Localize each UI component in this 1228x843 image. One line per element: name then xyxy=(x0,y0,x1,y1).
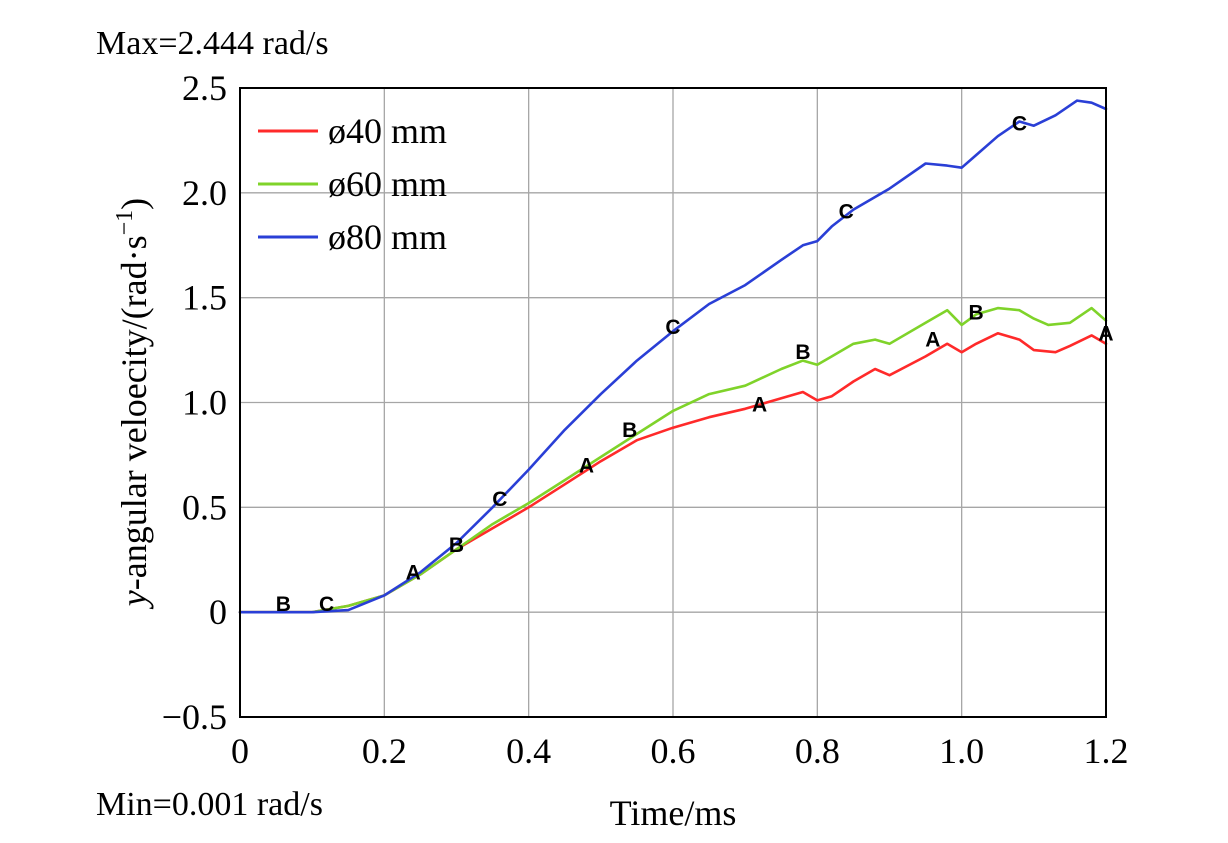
y-tick-label: 1.0 xyxy=(182,383,227,423)
min-note: Min=0.001 rad/s xyxy=(96,786,323,823)
x-tick-label: 0.2 xyxy=(362,731,407,771)
x-tick-label: 0.6 xyxy=(651,731,696,771)
max-note: Max=2.444 rad/s xyxy=(96,25,329,62)
marker-label-c: C xyxy=(839,201,854,224)
y-axis-label-superscript: −1 xyxy=(112,210,138,236)
legend-label-2: ø60 mm xyxy=(328,164,447,204)
y-axis-label-italic: y xyxy=(114,590,154,609)
legend-label-1: ø40 mm xyxy=(328,111,447,151)
series-line-2 xyxy=(238,306,1108,614)
y-tick-label: −0.5 xyxy=(162,697,227,737)
y-tick-labels: −0.5 0 0.5 1.0 1.5 2.0 2.5 xyxy=(162,68,227,737)
y-tick-label: 2.0 xyxy=(182,173,227,213)
marker-label-b: B xyxy=(969,301,984,324)
marker-label-a: A xyxy=(752,394,767,417)
series-line-3 xyxy=(238,99,1108,614)
plot-frame xyxy=(239,87,1107,718)
x-tick-label: 0.4 xyxy=(506,731,551,771)
y-tick-label: 0.5 xyxy=(182,487,227,527)
y-tick-label: 2.5 xyxy=(182,68,227,108)
legend: ø40 mm ø60 mm ø80 mm xyxy=(258,111,447,257)
marker-label-b: B xyxy=(795,341,810,364)
marker-label-b: B xyxy=(276,593,291,616)
marker-label-c: C xyxy=(319,593,334,616)
legend-label-3: ø80 mm xyxy=(328,217,447,257)
marker-label-a: A xyxy=(925,329,940,352)
x-tick-label: 1.2 xyxy=(1084,731,1129,771)
marker-label-c: C xyxy=(665,316,680,339)
x-tick-label: 0 xyxy=(231,731,249,771)
x-tick-labels: 0 0.2 0.4 0.6 0.8 1.0 1.2 xyxy=(231,731,1129,771)
marker-label-a: A xyxy=(579,454,594,477)
marker-label-c: C xyxy=(492,488,507,511)
series-group xyxy=(238,99,1108,614)
x-tick-label: 0.8 xyxy=(795,731,840,771)
y-tick-label: 1.5 xyxy=(182,278,227,318)
y-axis-label-main: -angular veloecity/(rad·s xyxy=(114,235,154,590)
y-axis-label: y-angular veloecity/(rad·s−1) xyxy=(112,198,154,609)
x-tick-label: 1.0 xyxy=(939,731,984,771)
marker-label-b: B xyxy=(622,419,637,442)
x-axis-label: Time/ms xyxy=(610,793,737,833)
y-tick-label: 0 xyxy=(209,592,227,632)
marker-label-a: A xyxy=(406,561,421,584)
y-axis-label-close: ) xyxy=(114,198,154,210)
marker-label-b: B xyxy=(449,534,464,557)
marker-label-c: C xyxy=(1012,113,1027,136)
